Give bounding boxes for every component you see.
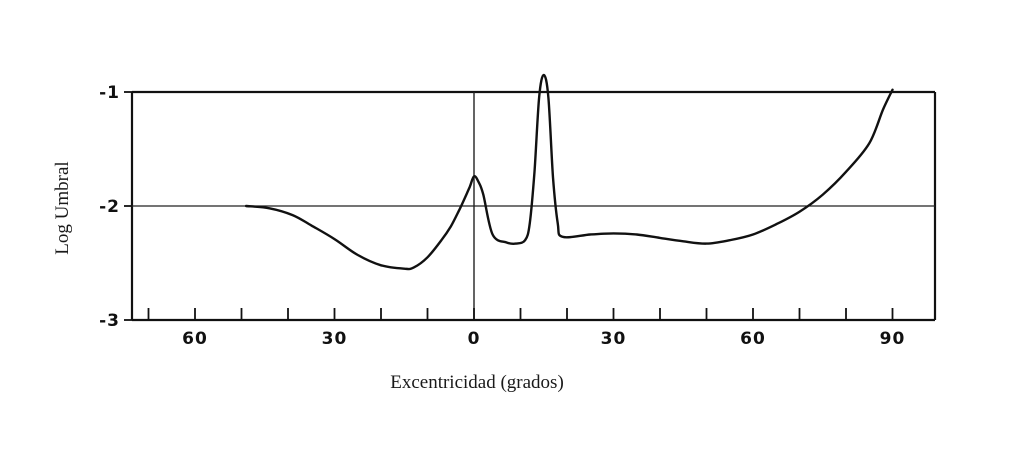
x-axis-ticks: 60 30 0 30 60 90 [147,308,906,349]
reference-lines [132,92,935,320]
x-tick-label: 30 [601,329,627,349]
plot-frame [130,90,937,322]
x-axis-title: Excentricidad (grados) [390,372,564,393]
series-line [244,73,894,271]
y-tick-label: -3 [99,311,120,331]
y-tick-label: -2 [99,197,120,217]
x-tick-label: 0 [468,329,481,349]
y-axis-ticks: -1 -2 -3 [99,83,132,331]
x-tick-label: 90 [880,329,906,349]
y-tick-label: -1 [99,83,120,103]
x-tick-label: 30 [322,329,348,349]
x-tick-label: 60 [740,329,766,349]
series-layer [244,73,894,271]
x-tick-label: 60 [182,329,208,349]
y-axis-title: Log Umbral [52,161,73,254]
